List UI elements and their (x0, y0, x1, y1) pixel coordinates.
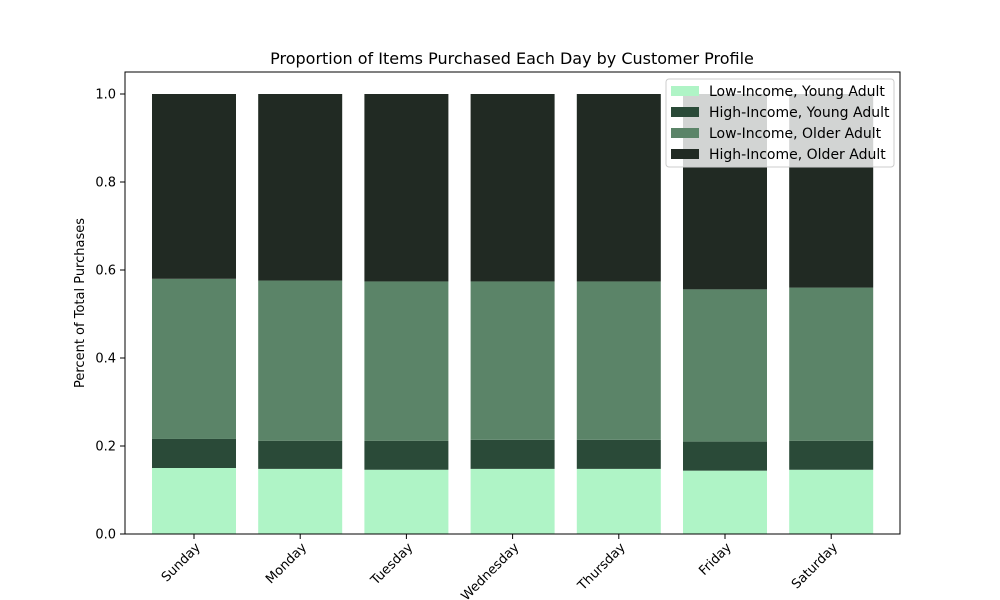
chart-title: Proportion of Items Purchased Each Day b… (270, 49, 754, 68)
bar-wednesday-series-3 (470, 281, 555, 440)
y-tick-label: 0.8 (95, 176, 116, 191)
legend-label-2: High-Income, Young Adult (709, 105, 890, 121)
bar-monday-series-2 (258, 440, 343, 469)
x-tick-label-tuesday: Tuesday (368, 540, 417, 589)
bar-sunday-series-4 (152, 94, 236, 279)
bar-wednesday-series-1 (470, 468, 555, 534)
legend-label-1: Low-Income, Young Adult (709, 84, 885, 100)
legend-swatch-2 (671, 107, 699, 117)
bar-wednesday-series-4 (470, 94, 555, 282)
bar-saturday-series-2 (789, 440, 874, 470)
bar-friday-series-1 (683, 470, 767, 534)
legend-swatch-1 (671, 86, 699, 96)
bar-friday-series-2 (683, 441, 767, 471)
x-tick-label-monday: Monday (263, 540, 310, 587)
bar-monday-series-3 (258, 280, 343, 441)
bar-saturday-series-1 (789, 469, 874, 534)
bar-sunday-series-2 (152, 438, 236, 468)
bar-tuesday-series-4 (364, 94, 449, 282)
legend-swatch-4 (671, 149, 699, 159)
legend-label-4: High-Income, Older Adult (709, 147, 886, 163)
bar-thursday-series-3 (576, 281, 661, 440)
bar-sunday-series-1 (152, 468, 236, 534)
x-tick-label-thursday: Thursday (575, 540, 629, 594)
bar-thursday-series-1 (576, 468, 661, 534)
y-tick-label: 0.6 (95, 264, 116, 279)
y-axis-label: Percent of Total Purchases (73, 218, 88, 388)
x-tick-label-wednesday: Wednesday (459, 540, 523, 600)
bar-monday-series-1 (258, 468, 343, 534)
legend: Low-Income, Young Adult High-Income, Youn… (665, 78, 895, 168)
x-tick-label-friday: Friday (696, 540, 735, 579)
x-tick-label-sunday: Sunday (159, 540, 204, 585)
bar-tuesday-series-2 (364, 440, 449, 470)
legend-box (665, 78, 895, 168)
x-axis: Sunday Monday Tuesday Wednesday Thursday Frid… (159, 534, 841, 600)
x-tick-label-saturday: Saturday (789, 540, 841, 592)
bar-wednesday-series-2 (470, 439, 555, 469)
y-tick-label: 0.4 (95, 352, 116, 367)
bar-monday-series-4 (258, 94, 343, 281)
y-tick-label: 1.0 (95, 88, 116, 103)
bar-tuesday-series-1 (364, 469, 449, 534)
y-tick-label: 0.0 (95, 528, 116, 543)
bar-sunday-series-3 (152, 278, 236, 439)
bar-friday-series-3 (683, 289, 767, 442)
bar-tuesday-series-3 (364, 281, 449, 441)
bar-thursday-series-4 (576, 94, 661, 282)
bar-thursday-series-2 (576, 439, 661, 469)
bar-saturday-series-3 (789, 287, 874, 441)
y-tick-label: 0.2 (95, 440, 116, 455)
legend-swatch-3 (671, 128, 699, 138)
y-axis: 0.0 0.2 0.4 0.6 0.8 1.0 (95, 88, 125, 543)
legend-label-3: Low-Income, Older Adult (709, 126, 882, 142)
